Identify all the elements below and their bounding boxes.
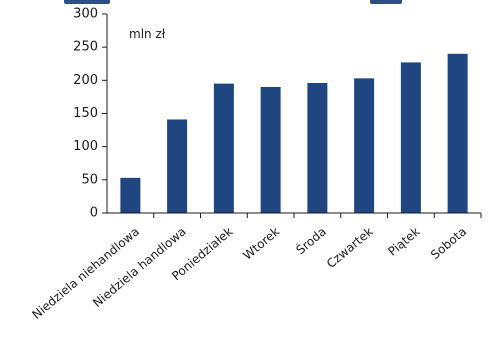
bars-group [120,53,468,214]
y-tick-label: 0 [90,206,98,221]
y-tick-label: 100 [73,139,98,154]
x-tick-label: Piątek [385,224,422,258]
bar [354,78,375,214]
bar [400,62,421,213]
bar [447,53,468,213]
bar [167,119,188,213]
y-tick-label: 200 [73,73,98,88]
y-tick-label: 300 [73,7,98,22]
bar [260,86,281,213]
x-tick-label: Czwartek [324,224,376,271]
clipped-title-fragment [0,0,488,6]
bar [307,82,328,213]
plot-area: 0 50 100 150 200 250 300 Niedziela niehandlowa… [29,7,482,322]
y-tick-label: 250 [73,40,98,55]
y-ticks-group: 0 50 100 150 200 250 300 [73,7,107,221]
bar [213,83,234,214]
y-tick-label: 150 [73,106,98,121]
y-tick-label: 50 [81,172,98,187]
bar [120,177,141,213]
x-tick-label: Wtorek [240,224,282,262]
unit-label: mln zł [129,27,166,41]
x-tick-label: Sobota [428,224,469,262]
x-tick-label: Środa [293,224,329,258]
axes-group [106,14,481,214]
